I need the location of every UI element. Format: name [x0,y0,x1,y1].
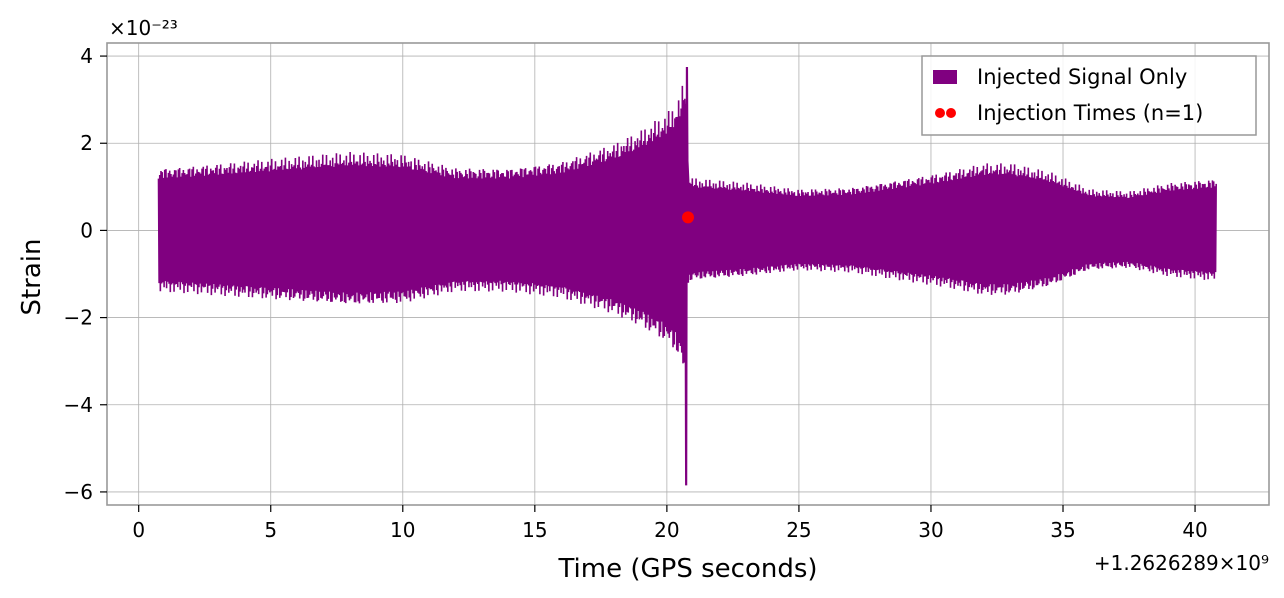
y-axis-title: Strain [17,238,47,315]
x-tick-label: 40 [1182,518,1207,542]
x-offset-text: +1.2626289×10⁹ [1094,551,1269,575]
legend-label-injection: Injection Times (n=1) [977,101,1203,125]
y-tick-label: −6 [64,480,93,504]
x-tick-label: 30 [918,518,943,542]
legend-marker-injection [935,108,945,118]
x-tick-label: 10 [390,518,415,542]
y-tick-label: 0 [80,218,93,242]
legend-marker-injection [946,108,956,118]
legend-label-signal: Injected Signal Only [977,65,1187,89]
legend-swatch-signal [933,70,957,84]
legend-frame [921,55,1257,136]
x-tick-label: 20 [654,518,679,542]
signal-merger-spike [683,66,690,486]
y-tick-label: 2 [80,131,93,155]
x-axis-title: Time (GPS seconds) [557,554,817,584]
x-tick-label: 0 [132,518,145,542]
x-tick-label: 5 [264,518,277,542]
series-injected-signal [157,66,1217,486]
x-tick-label: 15 [522,518,547,542]
legend: Injected Signal Only Injection Times (n=… [921,55,1257,136]
injection-time-point [682,211,694,224]
signal-trace [157,85,1217,364]
y-tick-label: −2 [64,306,93,330]
x-tick-label: 35 [1050,518,1075,542]
y-tick-label: 4 [80,44,93,68]
y-tick-label: −4 [64,393,93,417]
plot-frame [106,42,1270,506]
x-tick-label: 25 [786,518,811,542]
series-injection-times [682,211,694,224]
y-offset-text: ×10⁻²³ [109,16,178,40]
